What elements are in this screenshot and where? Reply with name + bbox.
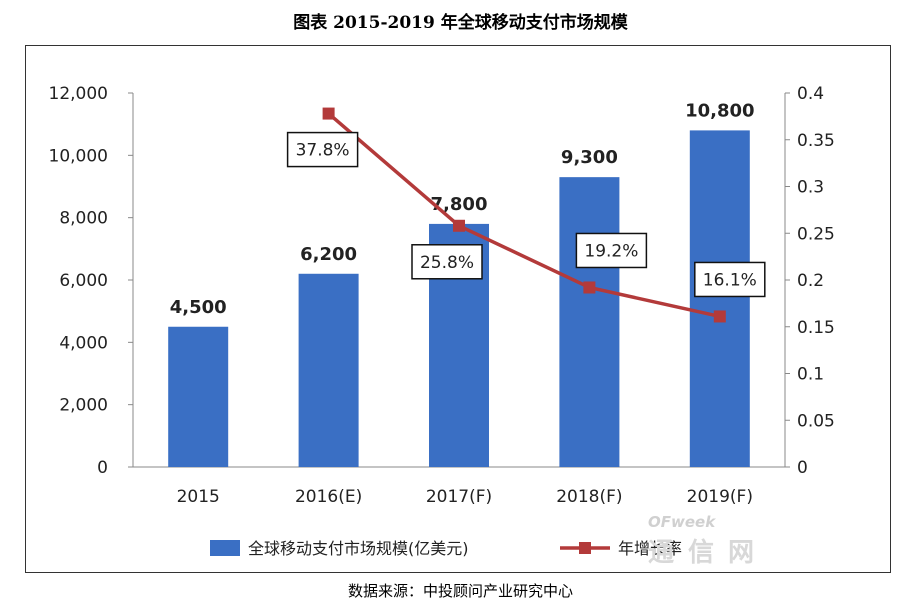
y-left-tick-label: 10,000 xyxy=(49,146,108,166)
y-right-tick-label: 0 xyxy=(797,458,808,478)
y-right-tick-label: 0.3 xyxy=(797,178,824,198)
legend-line-marker xyxy=(579,542,591,554)
growth-label-box xyxy=(575,232,648,269)
growth-value-label: 37.8% xyxy=(296,141,350,161)
growth-value-label: 16.1% xyxy=(703,270,757,290)
y-left-tick-label: 12,000 xyxy=(49,84,108,104)
legend-bar-label: 全球移动支付市场规模(亿美元) xyxy=(248,539,469,558)
growth-label-box xyxy=(286,131,359,168)
growth-label-box xyxy=(411,244,483,280)
y-right-tick-label: 0.2 xyxy=(797,271,824,291)
growth-value-label: 25.8% xyxy=(420,253,474,273)
y-left-tick-label: 0 xyxy=(97,458,108,478)
chart-title: 图表 2015-2019 年全球移动支付市场规模 xyxy=(293,13,628,33)
bar xyxy=(298,273,359,467)
bar xyxy=(168,326,229,467)
chart-frame xyxy=(25,45,891,573)
legend-line-label: 年增长率 xyxy=(618,539,682,558)
growth-marker xyxy=(583,281,596,294)
x-tick-label: 2019(F) xyxy=(687,487,753,507)
bar-value-label: 10,800 xyxy=(685,100,754,121)
y-left-tick-label: 6,000 xyxy=(59,271,108,291)
bar-value-label: 9,300 xyxy=(561,147,618,168)
growth-line xyxy=(327,112,721,319)
y-right-tick-label: 0.15 xyxy=(797,318,835,338)
bar-value-label: 7,800 xyxy=(431,194,488,215)
y-left-tick-label: 8,000 xyxy=(59,209,108,229)
y-right-tick-label: 0.05 xyxy=(797,411,835,431)
y-left-tick-label: 2,000 xyxy=(59,396,108,416)
y-right-tick-label: 0.1 xyxy=(797,365,824,385)
growth-marker xyxy=(453,219,465,232)
x-tick-label: 2015 xyxy=(177,487,220,507)
legend-bar-swatch xyxy=(210,540,240,556)
growth-value-label: 19.2% xyxy=(584,241,638,261)
y-right-tick-label: 0.25 xyxy=(797,224,835,244)
y-right-tick-label: 0.35 xyxy=(797,131,835,151)
x-tick-label: 2018(F) xyxy=(556,487,622,507)
bar xyxy=(559,177,620,467)
bar-value-label: 6,200 xyxy=(300,244,357,265)
y-right-tick-label: 0.4 xyxy=(797,84,824,104)
bar-value-label: 4,500 xyxy=(170,297,227,318)
x-tick-label: 2017(F) xyxy=(426,487,492,507)
watermark-brand: OFweek xyxy=(648,513,716,531)
source-note: 数据来源：中投顾问产业研究中心 xyxy=(347,582,573,600)
y-left-tick-label: 4,000 xyxy=(59,333,108,353)
growth-label-box xyxy=(694,261,766,298)
bar xyxy=(689,130,750,467)
growth-marker xyxy=(322,107,335,120)
growth-marker xyxy=(713,310,726,323)
x-tick-label: 2016(E) xyxy=(295,487,362,507)
